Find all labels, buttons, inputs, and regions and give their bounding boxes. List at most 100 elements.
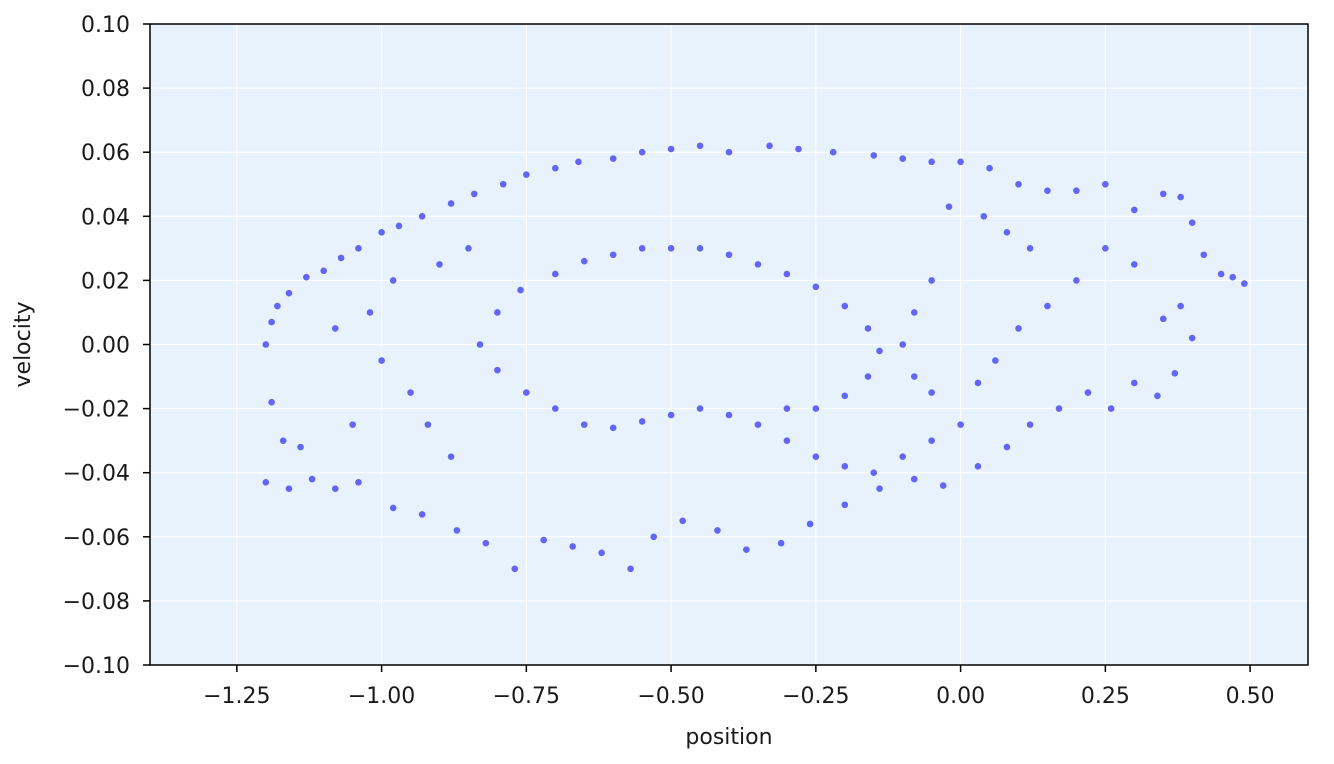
data-point <box>1102 245 1109 252</box>
data-point <box>1159 190 1167 198</box>
data-point <box>754 421 762 428</box>
data-point <box>638 148 646 156</box>
data-point <box>355 245 362 252</box>
y-tick-label: 0.08 <box>81 77 130 102</box>
data-point <box>957 421 964 428</box>
data-point <box>783 437 791 444</box>
y-tick-label: 0.00 <box>81 334 130 359</box>
data-point <box>436 261 443 268</box>
data-point <box>696 245 704 252</box>
data-point <box>1026 421 1034 428</box>
data-point <box>650 533 658 541</box>
data-point <box>910 475 918 483</box>
data-point <box>1131 206 1138 214</box>
data-point <box>783 270 791 278</box>
data-points <box>262 142 1248 573</box>
data-point <box>580 421 588 428</box>
data-point <box>552 270 559 278</box>
x-tick-label: 0.50 <box>1226 684 1275 709</box>
data-point <box>928 389 935 396</box>
x-tick-label: −0.75 <box>493 684 560 709</box>
data-point <box>268 318 275 326</box>
data-point <box>864 325 872 332</box>
data-point <box>1107 405 1115 412</box>
data-point <box>974 379 982 387</box>
data-point <box>829 148 837 156</box>
data-point <box>1188 334 1196 342</box>
data-point <box>743 546 750 553</box>
data-point <box>569 543 576 550</box>
data-point <box>806 520 814 528</box>
data-point <box>418 511 426 518</box>
data-point <box>841 462 849 470</box>
data-point <box>262 341 270 348</box>
y-tick-label: 0.10 <box>81 13 130 38</box>
y-tick-label: −0.08 <box>63 590 130 615</box>
data-point <box>1073 187 1080 194</box>
data-point <box>899 155 906 162</box>
x-axis: −1.25 −1.00 −0.75 −0.50 −0.25 0.00 0.25 0.50 <box>203 665 1275 709</box>
data-point <box>1026 245 1034 252</box>
data-point <box>667 411 675 419</box>
data-point <box>447 453 455 460</box>
data-point <box>331 485 339 493</box>
data-point <box>638 245 646 252</box>
data-point <box>876 485 883 493</box>
data-point <box>609 155 617 162</box>
data-point <box>1044 187 1051 194</box>
data-point <box>320 267 328 275</box>
data-point <box>303 273 310 281</box>
data-point <box>910 373 918 380</box>
data-point <box>870 469 878 477</box>
data-point <box>297 443 304 451</box>
data-point <box>696 405 704 412</box>
data-point <box>627 565 634 573</box>
data-point <box>355 479 362 486</box>
data-point <box>945 203 953 210</box>
x-tick-label: 0.00 <box>936 684 985 709</box>
data-point <box>1073 277 1080 284</box>
data-point <box>523 171 530 178</box>
x-tick-label: −0.50 <box>637 684 704 709</box>
data-point <box>777 539 785 547</box>
data-point <box>1055 405 1063 412</box>
data-point <box>366 309 374 316</box>
data-point <box>928 158 935 166</box>
data-point <box>389 504 397 512</box>
data-point <box>696 142 704 150</box>
data-point <box>667 145 675 153</box>
x-tick-label: −1.25 <box>203 684 270 709</box>
data-point <box>939 482 947 489</box>
data-point <box>795 145 802 153</box>
data-point <box>992 357 999 364</box>
y-tick-label: −0.02 <box>63 398 130 423</box>
data-point <box>1177 193 1184 201</box>
data-point <box>609 251 617 259</box>
data-point <box>349 421 356 428</box>
data-point <box>517 286 524 294</box>
data-point <box>725 411 733 419</box>
data-point <box>1084 389 1092 396</box>
data-point <box>1044 302 1051 310</box>
y-tick-label: 0.04 <box>81 205 130 230</box>
y-tick-label: −0.10 <box>63 654 130 679</box>
data-point <box>337 254 345 262</box>
data-point <box>598 549 605 557</box>
data-point <box>378 229 385 236</box>
y-tick-label: −0.04 <box>63 462 130 487</box>
data-point <box>1154 392 1161 400</box>
data-point <box>511 565 519 573</box>
data-point <box>1015 325 1022 332</box>
data-point <box>812 453 820 460</box>
data-point <box>285 485 293 493</box>
data-point <box>1102 180 1109 188</box>
data-point <box>609 424 617 432</box>
x-tick-label: −0.25 <box>782 684 849 709</box>
data-point <box>1003 443 1011 451</box>
data-point <box>279 437 287 444</box>
data-point <box>575 158 582 166</box>
data-point <box>1188 219 1196 227</box>
data-point <box>1229 273 1237 281</box>
data-point <box>725 148 733 156</box>
